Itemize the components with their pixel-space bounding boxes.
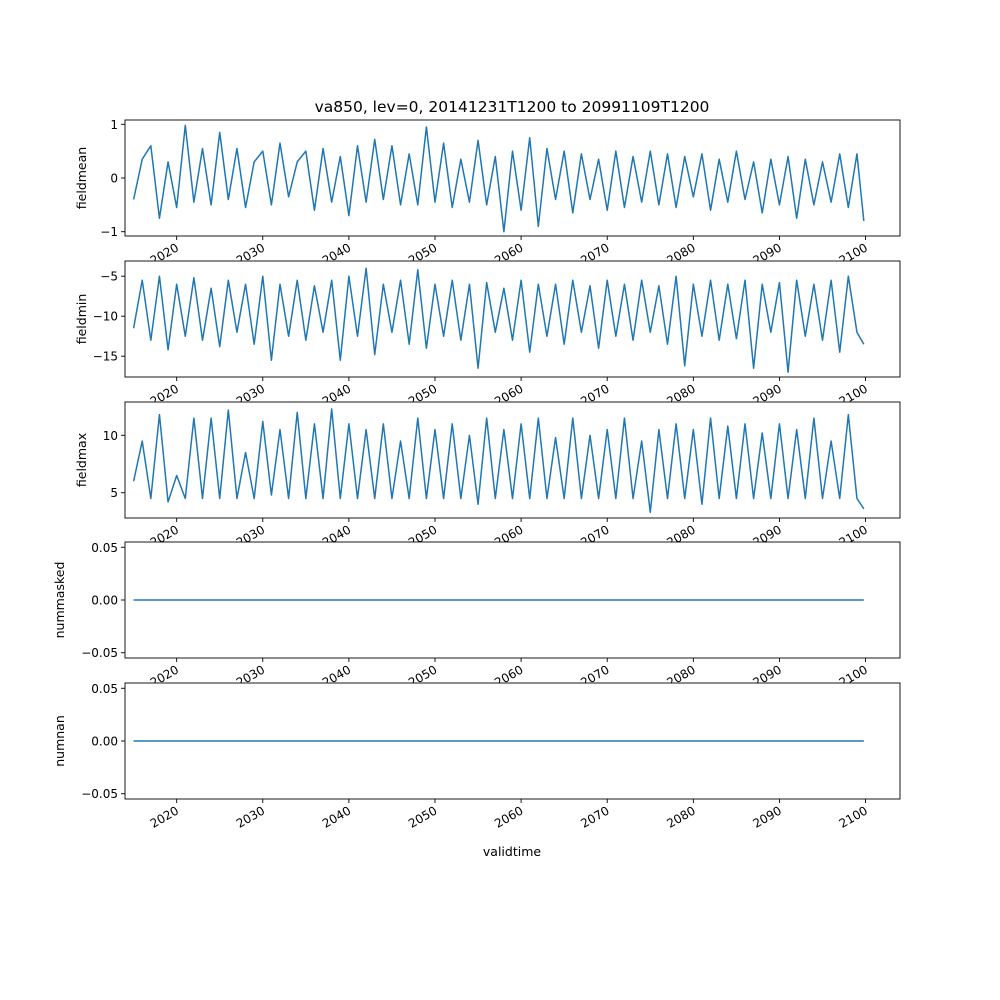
y-tick-label: −1 [100, 225, 118, 239]
y-tick-label: 0.00 [91, 735, 118, 749]
y-tick-label: 0.05 [91, 541, 118, 555]
y-axis-label: fieldmean [74, 147, 89, 209]
axes-frame [124, 260, 901, 378]
y-axis-label: numnan [52, 715, 67, 767]
y-tick-label: 0.00 [91, 594, 118, 608]
y-tick-label: −5 [100, 270, 118, 284]
y-axis-label: fieldmin [74, 294, 89, 345]
series-line-fieldmax [132, 408, 865, 514]
y-tick-label: −0.05 [81, 646, 118, 660]
y-tick-label: −0.05 [81, 787, 118, 801]
series-line-fieldmean [132, 124, 865, 233]
y-tick-label: 10 [103, 429, 118, 443]
x-axis-label: validtime [483, 844, 541, 859]
y-tick-label: 0 [110, 172, 118, 186]
y-tick-label: 0.05 [91, 682, 118, 696]
y-tick-label: −15 [93, 350, 118, 364]
y-tick-label: 1 [110, 118, 118, 132]
series-line-fieldmin [132, 267, 865, 373]
y-tick-label: −10 [93, 310, 118, 324]
y-axis-label: fieldmax [74, 433, 89, 487]
y-tick-label: 5 [110, 486, 118, 500]
axes-background [125, 261, 900, 377]
axes-frame [124, 401, 901, 519]
chart-title: va850, lev=0, 20141231T1200 to 20991109T… [315, 98, 710, 116]
y-axis-label: nummasked [52, 562, 67, 639]
